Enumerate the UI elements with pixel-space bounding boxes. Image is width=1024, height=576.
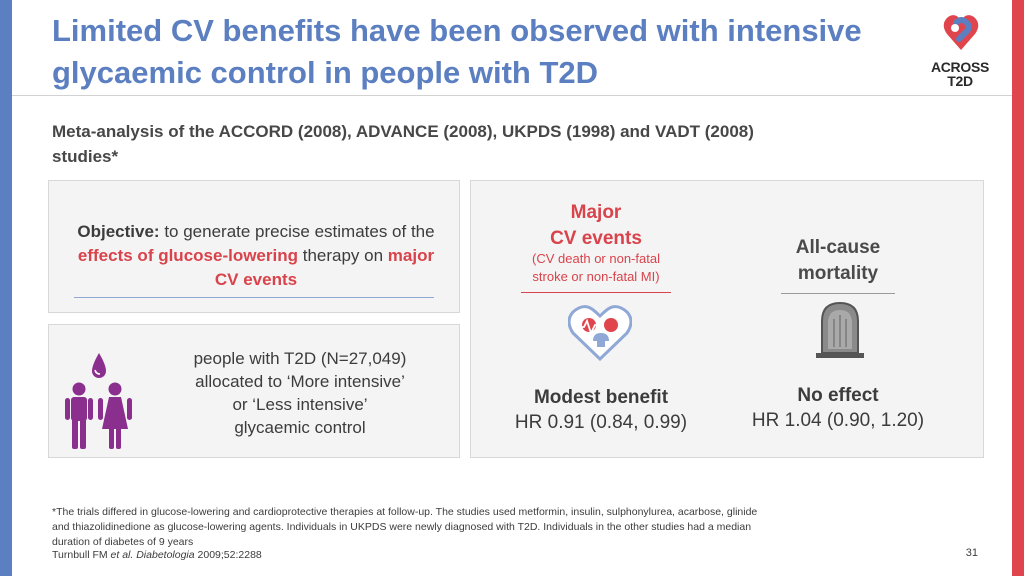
results-panel: Major CV events (CV death or non-fatal s… [470,180,984,458]
objective-underline [74,297,434,298]
left-accent-bar [0,0,12,576]
major-cv-hazard-ratio: HR 0.91 (0.84, 0.99) [514,412,688,433]
people-icon [65,353,132,449]
objective-text: Objective: to generate precise estimates… [77,222,435,289]
all-cause-hazard-ratio: HR 1.04 (0.90, 1.20) [751,410,925,431]
citation: Turnbull FM et al. Diabetologia 2009;52:… [52,549,262,561]
across-t2d-logo: ACROSS T2D [922,12,998,92]
right-accent-bar [1012,0,1024,576]
objective-highlight-cv: major CV events [214,246,435,289]
population-description: people with T2D (N=27,049) allocated to … [193,349,407,437]
footnote: *The trials differed in glucose-lowering… [52,506,758,548]
slide-subtitle: Meta-analysis of the ACCORD (2008), ADVA… [52,122,754,166]
across-t2d-logo-icon [943,15,979,50]
objective-panel: Objective: to generate precise estimates… [48,180,460,313]
tombstone-icon [816,301,864,358]
major-cv-events-title: Major CV events [550,202,642,249]
objective-highlight-glucose: effects of glucose-lowering [77,246,298,265]
heart-brain-icon [568,305,632,361]
major-cv-result-label: Modest benefit [533,387,669,408]
logo-text-across: ACROSS [930,59,990,75]
all-cause-mortality-title: All-cause mortality [795,237,881,284]
page-number: 31 [965,547,978,559]
major-cv-events-definition: (CV death or non-fatal stroke or non-fat… [532,251,660,284]
all-cause-underline [781,293,895,294]
population-panel: people with T2D (N=27,049) allocated to … [48,324,460,458]
all-cause-result-label: No effect [797,385,879,406]
slide-title: Limited CV benefits have been observed w… [52,13,862,90]
header-divider [12,95,1012,96]
logo-text-t2d: T2D [947,73,973,89]
blood-drop-icon [92,353,106,378]
objective-label: Objective: [77,222,160,241]
major-cv-underline [521,292,671,293]
